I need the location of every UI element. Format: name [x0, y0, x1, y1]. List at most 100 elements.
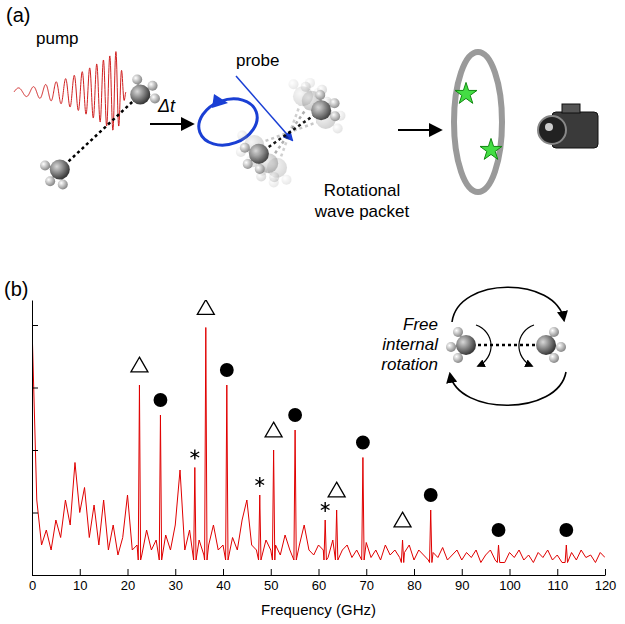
x-tick-label: 80 — [407, 578, 421, 593]
y-tick-mark — [32, 513, 38, 514]
wave-packet-label: wave packet — [314, 202, 410, 221]
hydrogen-atom — [315, 90, 325, 100]
annotation: rotation — [381, 355, 438, 374]
probe-rotation-arrow — [212, 94, 228, 108]
carbon-atom — [130, 84, 150, 104]
hydrogen-atom — [549, 327, 559, 337]
ethane-molecule — [257, 78, 323, 188]
x-tick: 90 — [455, 569, 469, 593]
ethane-molecule — [248, 82, 332, 182]
x-tick-mark — [319, 569, 320, 575]
x-tick-label: 0 — [29, 578, 36, 593]
camera — [538, 104, 598, 148]
ion-spot — [480, 138, 502, 159]
rotation-arrow — [452, 287, 564, 322]
hydrogen-atom — [330, 98, 340, 108]
panel-label: (a) — [6, 4, 30, 26]
x-tick-mark — [175, 569, 176, 575]
cc-bond — [466, 344, 546, 347]
panel-label: (b) — [4, 278, 28, 300]
peak-marker — [424, 488, 438, 502]
x-tick: 100 — [499, 569, 521, 593]
annotation: Free — [403, 315, 438, 334]
x-tick: 50 — [264, 569, 278, 593]
rotation-arrow — [519, 325, 534, 366]
y-tick-mark — [32, 388, 38, 389]
x-tick-label: 110 — [547, 578, 568, 593]
hydrogen-atom — [281, 175, 291, 185]
carbon-atom — [536, 335, 556, 355]
pump-label: pump — [36, 29, 79, 48]
annotation: internal — [382, 335, 439, 354]
hydrogen-atom — [148, 81, 158, 91]
carbon-atom — [50, 160, 70, 180]
x-tick-mark — [510, 569, 511, 575]
ethane-molecule — [240, 90, 340, 174]
y-tick — [32, 450, 38, 451]
y-tick — [32, 325, 38, 326]
x-tick-label: 100 — [499, 578, 521, 593]
x-tick: 110 — [547, 569, 568, 593]
x-tick-mark — [557, 569, 558, 575]
hydrogen-atom — [255, 164, 265, 174]
peak-marker — [255, 477, 264, 487]
peak-marker — [197, 300, 214, 314]
peak-marker — [492, 523, 506, 537]
y-tick-mark — [32, 575, 38, 576]
x-tick-label: 60 — [312, 578, 326, 593]
hydrogen-atom — [237, 131, 247, 141]
y-tick-mark — [32, 325, 38, 326]
x-tick-mark — [366, 569, 367, 575]
y-axis-line — [32, 301, 33, 576]
figure: (a)pumpΔtprobeRotationalwave packet(b)01… — [0, 0, 625, 624]
x-tick-mark — [414, 569, 415, 575]
x-tick: 120 — [595, 569, 617, 593]
x-tick-mark — [223, 569, 224, 575]
peak-marker — [154, 393, 168, 407]
hydrogen-atom — [289, 79, 299, 89]
x-tick: 60 — [312, 569, 326, 593]
hydrogen-atom — [132, 75, 142, 85]
x-tick-label: 10 — [73, 578, 87, 593]
hydrogen-atom — [240, 143, 250, 153]
wave-packet-label: Rotational — [324, 181, 401, 200]
x-tick: 70 — [360, 569, 374, 593]
carbon-atom — [249, 144, 269, 164]
x-axis: 0 10 20 30 40 50 60 70 80 90 100 110 120 — [29, 569, 616, 593]
hydrogen-atom — [453, 327, 463, 337]
y-tick-mark — [32, 450, 38, 451]
peak-marker — [559, 523, 573, 537]
x-tick: 10 — [73, 569, 87, 593]
rotation-arrow — [450, 372, 566, 405]
pump-pulse — [14, 52, 126, 131]
delay-label: Δt — [157, 96, 176, 116]
x-tick-label: 70 — [360, 578, 374, 593]
x-tick-mark — [462, 569, 463, 575]
x-tick-label: 90 — [455, 578, 469, 593]
x-tick-mark — [605, 569, 606, 575]
x-axis-line — [33, 575, 606, 576]
lens-glint — [545, 123, 553, 131]
peak-marker — [131, 357, 148, 372]
x-tick: 20 — [121, 569, 135, 593]
hydrogen-atom — [301, 82, 311, 92]
x-tick-label: 50 — [264, 578, 278, 593]
x-tick: 40 — [216, 569, 230, 593]
ethane-molecule — [446, 327, 566, 363]
hydrogen-atom — [453, 353, 463, 363]
hydrogen-atom — [45, 176, 55, 186]
rotation-arrow — [476, 325, 491, 366]
x-tick-mark — [128, 569, 129, 575]
y-axis — [32, 301, 38, 576]
ethane-molecule — [40, 75, 160, 190]
x-tick: 30 — [169, 569, 183, 593]
hydrogen-atom — [58, 179, 68, 189]
detect-arrow — [398, 129, 440, 131]
hydrogen-atom — [330, 111, 340, 121]
hydrogen-atom — [269, 172, 279, 182]
peak-marker — [321, 502, 330, 512]
peak-marker — [265, 422, 282, 437]
spectrum-line — [32, 325, 605, 563]
detector — [454, 52, 502, 192]
cc-bond — [60, 94, 140, 169]
